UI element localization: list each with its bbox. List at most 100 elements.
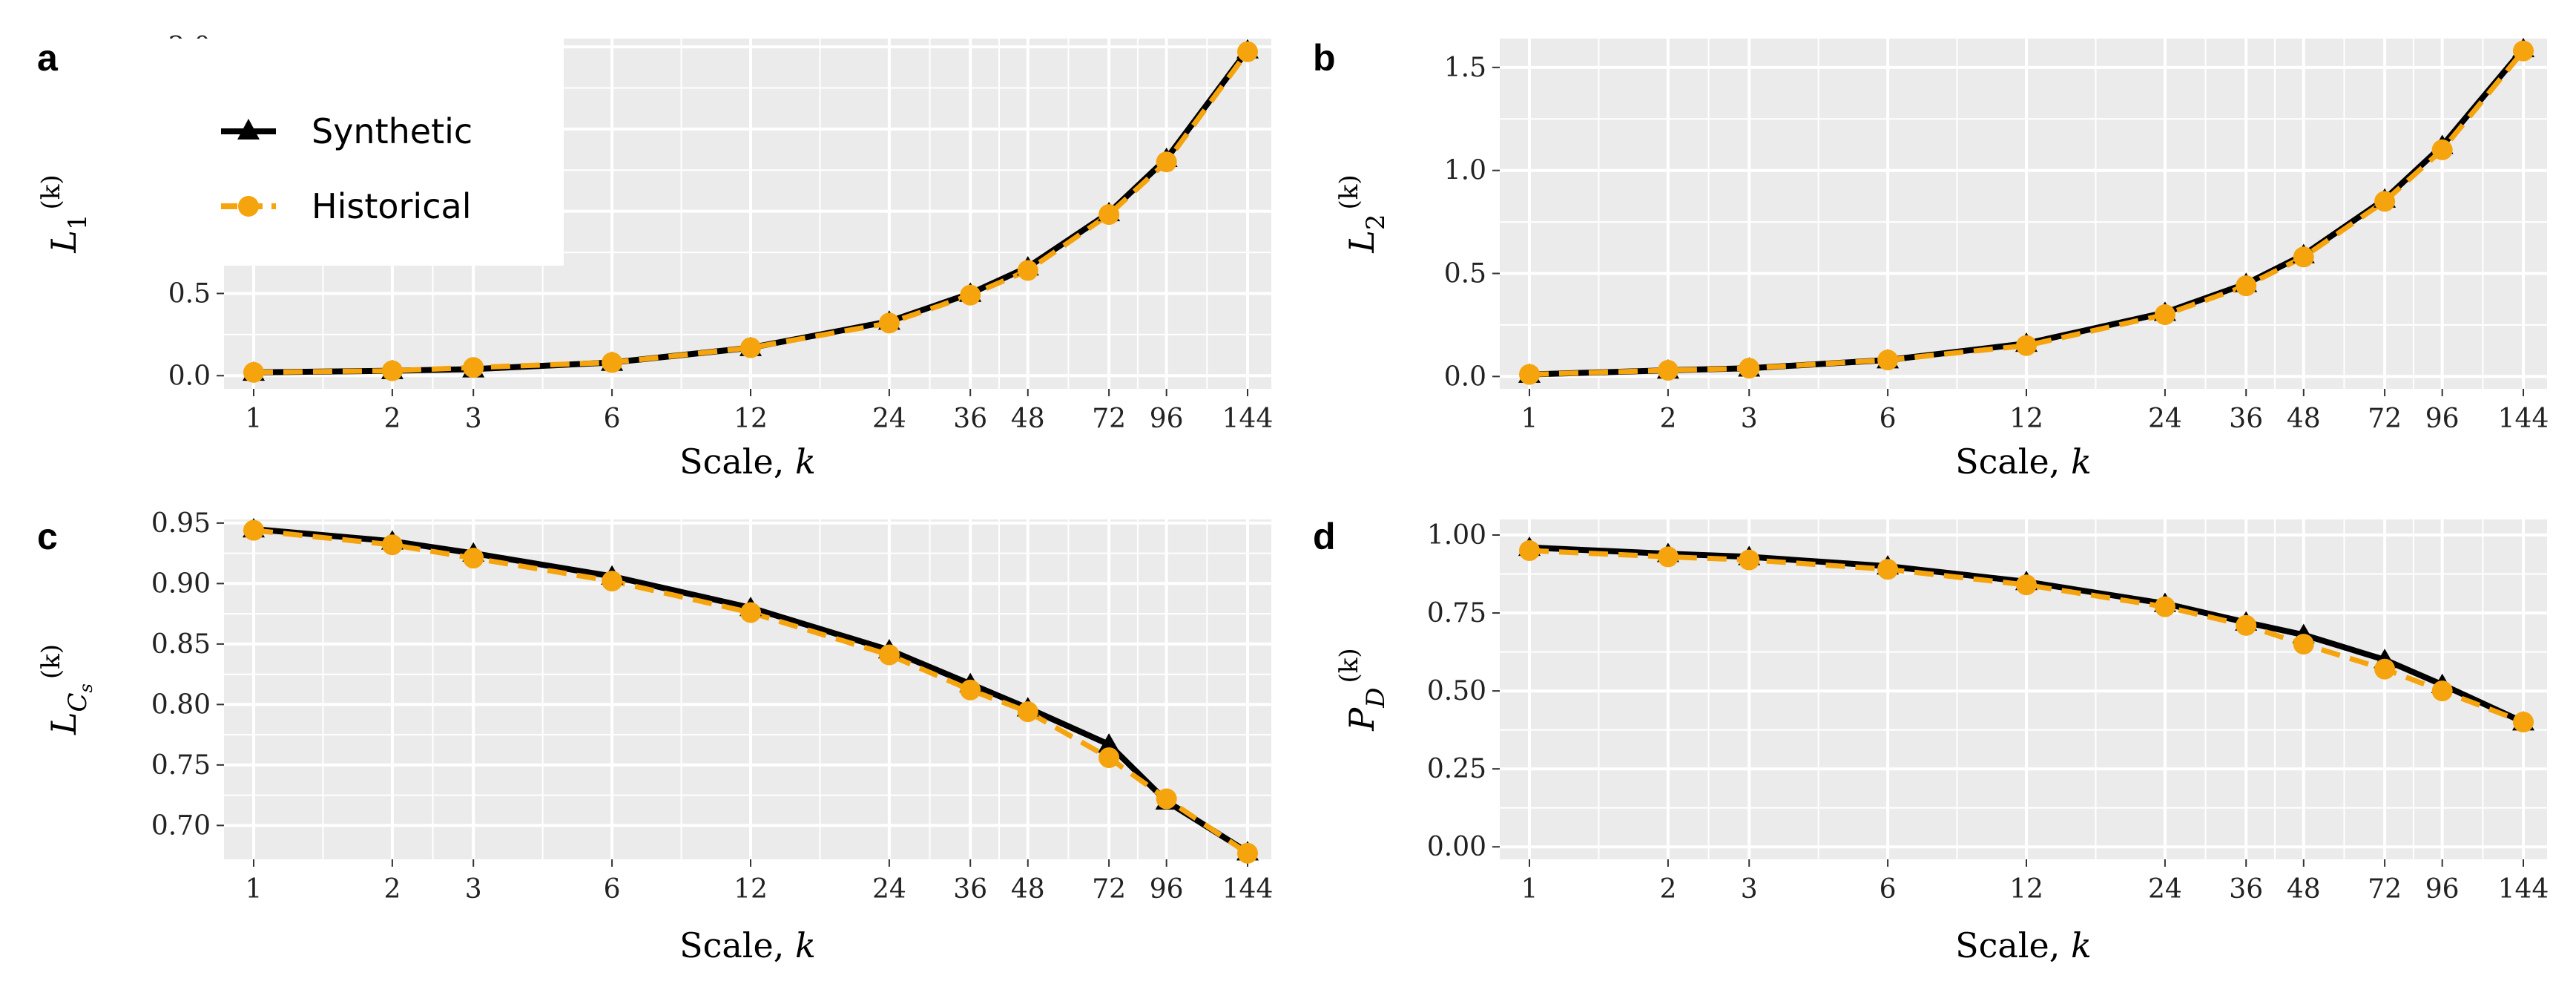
- x-tick-label: 144: [1222, 404, 1274, 434]
- x-tick-label: 2: [383, 404, 401, 434]
- data-point-historical: [1156, 151, 1177, 173]
- x-tick-label: 24: [872, 874, 906, 905]
- y-tick-label: 0.5: [1444, 259, 1486, 289]
- legend-label-synthetic: Synthetic: [312, 111, 472, 151]
- x-tick-label: 6: [1880, 874, 1897, 905]
- data-point-historical: [2236, 614, 2257, 636]
- x-tick-label: 96: [1150, 404, 1184, 434]
- data-point-historical: [1519, 540, 1540, 562]
- data-point-historical: [243, 361, 264, 383]
- x-tick-label: 48: [1011, 404, 1045, 434]
- x-tick-label: 1: [246, 874, 263, 905]
- data-point-historical: [740, 602, 761, 623]
- legend-background: [157, 39, 564, 266]
- x-tick-label: 48: [2287, 874, 2321, 905]
- x-tick-label: 3: [1741, 874, 1758, 905]
- data-point-historical: [2154, 596, 2175, 617]
- x-tick-label: 12: [2009, 404, 2043, 434]
- data-point-historical: [1237, 842, 1258, 864]
- data-point-historical: [1017, 260, 1038, 281]
- x-axis-title: Scale, k: [679, 925, 816, 965]
- legend-label-historical: Historical: [312, 186, 471, 226]
- data-point-historical: [1017, 701, 1038, 723]
- data-point-historical: [1739, 549, 1760, 571]
- y-tick-label: 0.75: [151, 750, 211, 781]
- y-tick-label: 0.80: [151, 689, 211, 720]
- y-tick-label: 0.5: [168, 278, 211, 309]
- x-tick-label: 3: [1741, 404, 1758, 434]
- data-point-historical: [2293, 246, 2314, 268]
- x-tick-label: 2: [1659, 874, 1676, 905]
- y-axis-title: PD(k): [1334, 648, 1391, 731]
- y-tick-label: 0.85: [151, 629, 211, 660]
- panel-d: 0.000.250.500.751.001 2 3 6 12 24 36 48 72 96 144S…: [1313, 516, 2549, 965]
- x-tick-label: 12: [734, 404, 768, 434]
- y-tick-label: 0.95: [151, 508, 211, 539]
- panel-background: [1500, 39, 2547, 389]
- y-tick-label: 1.5: [1444, 53, 1486, 83]
- x-tick-label: 3: [465, 874, 482, 905]
- x-tick-label: 144: [2498, 404, 2549, 434]
- y-tick-label: 0.25: [1427, 754, 1486, 784]
- data-point-historical: [602, 571, 623, 592]
- data-point-historical: [1237, 41, 1258, 62]
- data-point-historical: [1657, 360, 1679, 381]
- data-point-historical: [2016, 574, 2037, 596]
- data-point-historical: [2236, 275, 2257, 297]
- panel-c: 0.700.750.800.850.900.951 2 3 6 12 24 36 48 72 96…: [36, 508, 1273, 965]
- data-point-historical: [878, 644, 900, 666]
- x-tick-label: 1: [1521, 404, 1538, 434]
- legend-marker-synthetic: [237, 119, 260, 140]
- data-point-historical: [1657, 546, 1679, 568]
- x-tick-label: 12: [734, 874, 768, 905]
- y-tick-label: 0.50: [1427, 676, 1486, 706]
- data-point-historical: [1739, 358, 1760, 379]
- data-point-historical: [2154, 304, 2175, 326]
- x-tick-label: 144: [2498, 874, 2549, 905]
- x-tick-label: 48: [1011, 874, 1045, 905]
- data-point-historical: [381, 534, 403, 556]
- data-point-historical: [2513, 40, 2534, 62]
- data-point-historical: [2431, 680, 2453, 702]
- panel-label: a: [37, 37, 59, 79]
- x-tick-label: 72: [1092, 874, 1126, 905]
- data-point-historical: [463, 357, 484, 378]
- data-point-historical: [1098, 204, 1120, 226]
- x-tick-label: 6: [1880, 404, 1897, 434]
- data-point-historical: [381, 360, 403, 381]
- panel-label: d: [1313, 516, 1336, 557]
- data-point-historical: [960, 679, 981, 701]
- data-point-historical: [2293, 634, 2314, 655]
- data-point-historical: [463, 548, 484, 569]
- x-tick-label: 1: [1521, 874, 1538, 905]
- x-tick-label: 1: [246, 404, 263, 434]
- data-point-historical: [1519, 364, 1540, 385]
- y-axis-title: L2(k): [1334, 174, 1391, 253]
- y-tick-label: 1.00: [1427, 520, 1486, 551]
- y-tick-label: 0.0: [1444, 361, 1486, 392]
- x-tick-label: 96: [2425, 874, 2460, 905]
- x-tick-label: 36: [953, 874, 987, 905]
- series-line-historical: [253, 528, 1249, 856]
- panel-label: b: [1313, 37, 1336, 79]
- y-tick-label: 1.0: [1444, 156, 1486, 186]
- data-point-historical: [2374, 191, 2396, 212]
- x-tick-label: 24: [2148, 874, 2182, 905]
- data-point-historical: [243, 519, 264, 541]
- y-tick-label: 0.70: [151, 810, 211, 841]
- data-point-historical: [1156, 788, 1177, 810]
- data-point-historical: [2513, 712, 2534, 733]
- data-point-historical: [2431, 139, 2453, 160]
- x-axis-title: Scale, k: [679, 442, 816, 482]
- legend-marker-historical: [238, 196, 259, 217]
- panel-a: 0.00.51.01.52.01236122436487296144Scale,…: [36, 32, 1273, 482]
- x-tick-label: 96: [2425, 404, 2460, 434]
- x-tick-label: 12: [2009, 874, 2043, 905]
- data-point-historical: [1877, 559, 1899, 580]
- x-tick-label: 6: [604, 874, 621, 905]
- data-point-historical: [740, 337, 761, 358]
- y-tick-label: 0.75: [1427, 598, 1486, 629]
- data-point-historical: [1098, 747, 1120, 769]
